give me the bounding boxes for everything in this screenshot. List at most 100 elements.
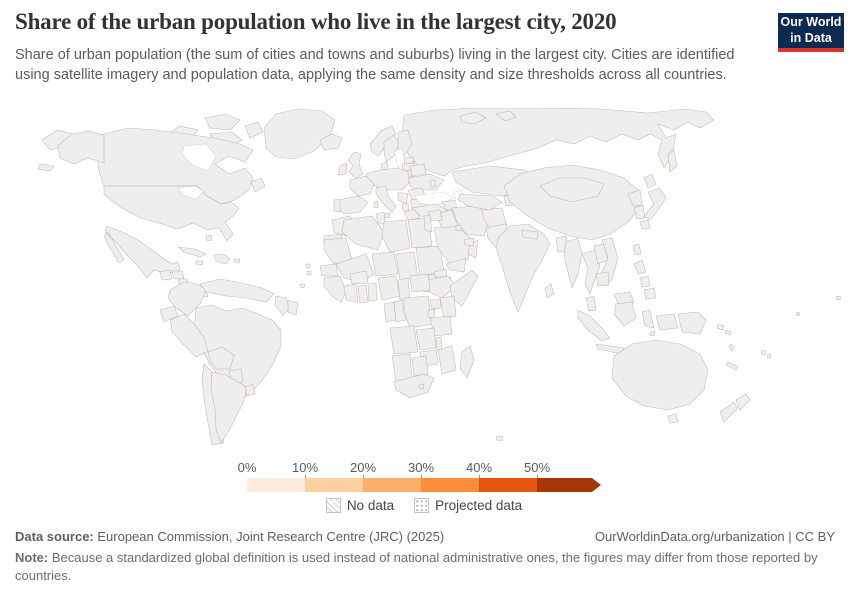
country-mozambique[interactable] — [437, 345, 457, 375]
legend-bin-20-30[interactable] — [363, 478, 421, 492]
country-lesotho[interactable] — [418, 383, 425, 390]
country-cuba[interactable] — [177, 246, 207, 258]
country-kenya[interactable] — [439, 295, 457, 319]
country-zambia[interactable] — [415, 327, 437, 351]
country-vanuatu[interactable] — [728, 343, 735, 352]
country-denmark[interactable] — [380, 161, 389, 171]
country-papua-new-guinea[interactable] — [677, 311, 707, 335]
country-mongolia[interactable] — [539, 177, 605, 203]
country-alaska[interactable] — [37, 130, 105, 172]
country-argentina[interactable] — [210, 371, 248, 444]
country-drc[interactable] — [403, 295, 433, 329]
country-libya[interactable] — [381, 219, 411, 253]
country-uruguay[interactable] — [244, 383, 256, 397]
country-moldova[interactable] — [429, 179, 437, 188]
country-russia-arctic[interactable] — [459, 110, 517, 125]
country-taiwan[interactable] — [632, 243, 642, 256]
country-portugal[interactable] — [333, 198, 341, 213]
country-russia[interactable] — [401, 107, 715, 177]
country-brazil[interactable] — [193, 304, 282, 402]
country-iceland[interactable] — [319, 133, 343, 151]
country-france[interactable] — [349, 175, 375, 197]
country-south-korea[interactable] — [633, 204, 646, 220]
country-tunisia[interactable] — [375, 211, 386, 225]
country-japan[interactable] — [639, 173, 667, 230]
country-guatemala[interactable] — [159, 269, 173, 281]
country-levant[interactable] — [423, 214, 433, 233]
country-heard-island[interactable] — [495, 435, 504, 442]
country-sri-lanka[interactable] — [544, 283, 555, 299]
legend-no-data[interactable]: No data — [325, 498, 394, 513]
country-angola[interactable] — [389, 325, 419, 355]
country-ireland[interactable] — [337, 162, 348, 176]
country-nepal[interactable] — [521, 229, 539, 240]
country-greenland[interactable] — [263, 108, 336, 160]
country-lesser-antilles[interactable] — [305, 263, 312, 276]
country-usa[interactable] — [103, 185, 240, 242]
country-pacific-islands[interactable] — [795, 295, 842, 317]
country-north-korea[interactable] — [627, 189, 643, 207]
world-map[interactable] — [0, 107, 850, 468]
legend-bin-40-50[interactable] — [479, 478, 537, 492]
country-newfoundland[interactable] — [250, 177, 266, 193]
country-malawi[interactable] — [435, 336, 443, 351]
legend-bin-50-plus[interactable] — [537, 478, 601, 492]
country-new-zealand[interactable] — [719, 393, 751, 423]
country-australia[interactable] — [611, 339, 709, 411]
country-sweden[interactable] — [383, 134, 401, 163]
country-spain[interactable] — [335, 195, 369, 215]
country-uzbek-turkmen[interactable] — [457, 193, 503, 211]
country-cambodia[interactable] — [595, 271, 610, 287]
country-togo-benin[interactable] — [367, 282, 378, 302]
country-honduras[interactable] — [171, 270, 185, 280]
country-india[interactable] — [495, 223, 551, 313]
country-venezuela[interactable] — [199, 278, 275, 303]
country-bahamas[interactable] — [205, 234, 213, 242]
country-suriname[interactable] — [287, 299, 299, 316]
country-senegal[interactable] — [319, 263, 339, 277]
country-uae-qatar[interactable] — [463, 237, 475, 247]
country-niger[interactable] — [371, 251, 399, 277]
country-jamaica[interactable] — [195, 260, 204, 266]
country-uganda[interactable] — [429, 298, 442, 310]
country-botswana[interactable] — [411, 355, 429, 377]
country-burkina-faso[interactable] — [349, 270, 369, 285]
legend-bin-0-10[interactable] — [247, 478, 305, 492]
country-balkans[interactable] — [397, 191, 409, 205]
country-china[interactable] — [503, 164, 641, 241]
country-puerto-rico[interactable] — [233, 258, 241, 264]
country-fiji[interactable] — [760, 349, 772, 359]
country-albania-macedonia[interactable] — [401, 202, 410, 212]
country-trinidad[interactable] — [299, 283, 306, 289]
legend-bin-30-40[interactable] — [421, 478, 479, 492]
legend-bin-10-20[interactable] — [305, 478, 363, 492]
country-ivory-coast[interactable] — [343, 283, 359, 303]
country-italy[interactable] — [373, 185, 397, 219]
country-philippines[interactable] — [633, 259, 657, 300]
country-rwanda-burundi[interactable] — [427, 308, 436, 319]
country-madagascar[interactable] — [459, 345, 475, 379]
country-nigeria[interactable] — [377, 275, 401, 301]
country-colombia[interactable] — [167, 281, 207, 317]
country-bolivia[interactable] — [207, 346, 235, 370]
country-cameroon[interactable] — [397, 277, 411, 301]
country-belarus[interactable] — [409, 163, 427, 177]
country-yemen[interactable] — [445, 257, 467, 273]
country-ghana[interactable] — [357, 284, 369, 304]
country-algeria[interactable] — [341, 215, 385, 251]
country-congo[interactable] — [393, 299, 407, 323]
country-south-africa[interactable] — [393, 373, 435, 399]
country-tasmania[interactable] — [667, 413, 679, 424]
country-guinea-region[interactable] — [323, 275, 347, 303]
country-solomon-islands[interactable] — [716, 323, 732, 336]
country-new-caledonia[interactable] — [725, 361, 739, 371]
country-ecuador[interactable] — [159, 305, 179, 323]
country-myanmar[interactable] — [563, 237, 583, 289]
country-somalia[interactable] — [449, 269, 479, 307]
country-guyana[interactable] — [274, 295, 291, 316]
citation-link[interactable]: OurWorldinData.org/urbanization | CC BY — [594, 529, 835, 544]
country-central-african-republic[interactable] — [409, 273, 431, 293]
country-malaysia[interactable] — [585, 291, 635, 312]
legend-projected[interactable]: Projected data — [414, 498, 522, 513]
country-peru[interactable] — [169, 313, 209, 358]
